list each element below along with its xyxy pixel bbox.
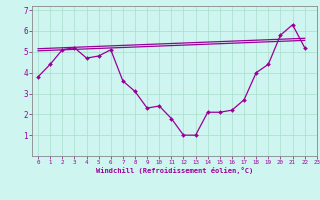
X-axis label: Windchill (Refroidissement éolien,°C): Windchill (Refroidissement éolien,°C) (96, 167, 253, 174)
